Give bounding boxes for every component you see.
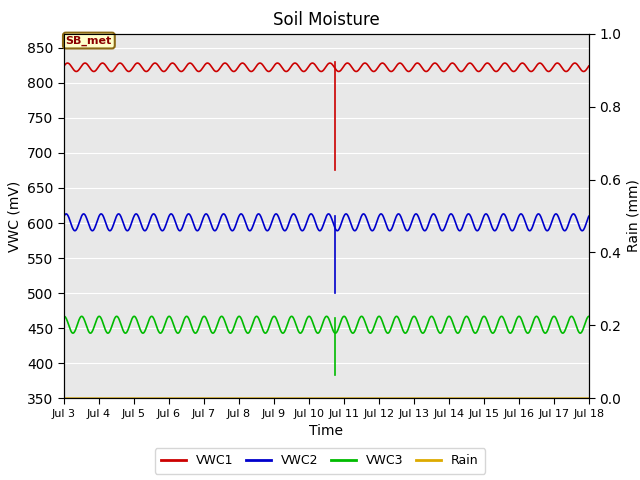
Y-axis label: VWC (mV): VWC (mV) <box>8 180 22 252</box>
Y-axis label: Rain (mm): Rain (mm) <box>627 180 640 252</box>
Legend: VWC1, VWC2, VWC3, Rain: VWC1, VWC2, VWC3, Rain <box>155 448 485 474</box>
Title: Soil Moisture: Soil Moisture <box>273 11 380 29</box>
X-axis label: Time: Time <box>309 424 344 438</box>
Text: SB_met: SB_met <box>66 36 112 46</box>
